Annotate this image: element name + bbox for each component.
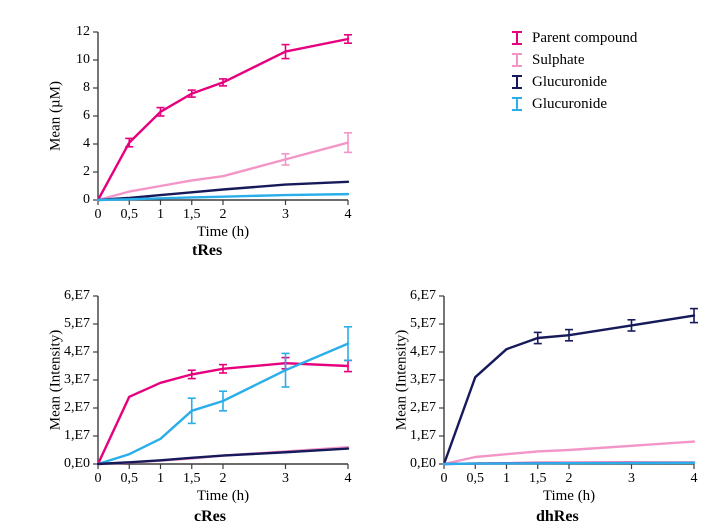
panel-title-dhRes: dhRes <box>536 508 579 526</box>
y-tick-label: 0,E0 <box>64 456 90 471</box>
chart-tRes: 0 2 4 6 8 10 12 0 0,5 1 1,5 2 3 4 Mean (µM) Time (h) <box>42 20 362 240</box>
chart-cRes: 0,E0 1,E7 2,E7 3,E7 4,E7 5,E7 6,E7 0 0,5 1 1,5 2 3 4 M… <box>42 282 362 512</box>
legend-label: Glucuronide <box>532 74 607 91</box>
panel-dhRes: 0,E0 1,E7 2,E7 3,E7 4,E7 5,E7 6,E7 0 0,5 1 1,5 2 3 4 M… <box>388 282 708 512</box>
legend-item-0: Parent compound <box>510 28 637 48</box>
legend-item-3: Glucuronide <box>510 94 637 114</box>
x-axis-label: Time (h) <box>197 224 249 240</box>
x-axis-label: Time (h) <box>197 488 249 504</box>
legend-swatch-icon <box>510 75 524 89</box>
x-tick-label: 0,5 <box>467 471 485 486</box>
x-tick-label: 0 <box>441 471 448 486</box>
y-tick-label: 1,E7 <box>410 428 436 443</box>
y-tick-label: 6,E7 <box>410 288 436 303</box>
y-tick-label: 4,E7 <box>410 344 436 359</box>
panel-tRes: 02468101200,511,5234Mean (µM)Time (h)tRe… <box>42 20 362 240</box>
y-tick-label: 2,E7 <box>64 400 90 415</box>
legend-item-2: Glucuronide <box>510 72 637 92</box>
y-tick-label: 0,E0 <box>410 456 436 471</box>
x-tick-label: 1,5 <box>183 207 201 222</box>
y-tick-label: 6 <box>83 108 90 123</box>
x-tick-label: 2 <box>220 471 227 486</box>
x-tick-label: 1,5 <box>183 471 201 486</box>
y-axis-label: Mean (Intensity) <box>393 330 409 430</box>
x-tick-label: 1 <box>157 471 164 486</box>
y-tick-label: 6,E7 <box>64 288 90 303</box>
x-axis-label: Time (h) <box>543 488 595 504</box>
panel-title-cRes: cRes <box>194 508 226 526</box>
legend-label: Parent compound <box>532 30 637 47</box>
x-tick-label: 3 <box>282 207 289 222</box>
x-tick-label: 1,5 <box>529 471 547 486</box>
x-tick-label: 3 <box>628 471 635 486</box>
y-tick-label: 8 <box>83 80 90 95</box>
x-tick-label: 1 <box>157 207 164 222</box>
y-tick-label: 1,E7 <box>64 428 90 443</box>
series-line-gluc_cyan <box>444 463 694 464</box>
x-tick-label: 2 <box>566 471 573 486</box>
y-axis-label: Mean (Intensity) <box>47 330 63 430</box>
x-tick-label: 0 <box>95 207 102 222</box>
legend-label: Sulphate <box>532 52 585 69</box>
x-tick-label: 0,5 <box>121 471 139 486</box>
legend-label: Glucuronide <box>532 96 607 113</box>
x-tick-label: 4 <box>691 471 698 486</box>
panel-cRes: 0,E0 1,E7 2,E7 3,E7 4,E7 5,E7 6,E7 0 0,5 1 1,5 2 3 4 M… <box>42 282 362 512</box>
x-tick-label: 3 <box>282 471 289 486</box>
y-tick-label: 5,E7 <box>64 316 90 331</box>
y-tick-label: 3,E7 <box>64 372 90 387</box>
y-tick-label: 2 <box>83 164 90 179</box>
y-tick-label: 5,E7 <box>410 316 436 331</box>
legend-item-1: Sulphate <box>510 50 637 70</box>
y-tick-label: 4 <box>83 136 90 151</box>
y-tick-label: 12 <box>76 24 90 39</box>
x-tick-label: 0,5 <box>121 207 139 222</box>
y-tick-label: 10 <box>76 52 90 67</box>
legend: Parent compound Sulphate Glucuronide Glucur… <box>510 28 637 116</box>
x-tick-label: 4 <box>345 207 352 222</box>
x-tick-label: 2 <box>220 207 227 222</box>
chart-dhRes: 0,E0 1,E7 2,E7 3,E7 4,E7 5,E7 6,E7 0 0,5 1 1,5 2 3 4 M… <box>388 282 708 512</box>
y-axis-label: Mean (µM) <box>47 81 63 151</box>
panel-title-tRes: tRes <box>192 242 222 260</box>
legend-swatch-icon <box>510 31 524 45</box>
legend-swatch-icon <box>510 97 524 111</box>
y-tick-label: 4,E7 <box>64 344 90 359</box>
series-line-sulphate <box>444 442 694 464</box>
series-line-sulphate <box>98 143 348 200</box>
y-tick-label: 3,E7 <box>410 372 436 387</box>
y-tick-label: 0 <box>83 192 90 207</box>
x-tick-label: 0 <box>95 471 102 486</box>
legend-swatch-icon <box>510 53 524 67</box>
x-tick-label: 1 <box>503 471 510 486</box>
y-tick-label: 2,E7 <box>410 400 436 415</box>
x-tick-label: 4 <box>345 471 352 486</box>
